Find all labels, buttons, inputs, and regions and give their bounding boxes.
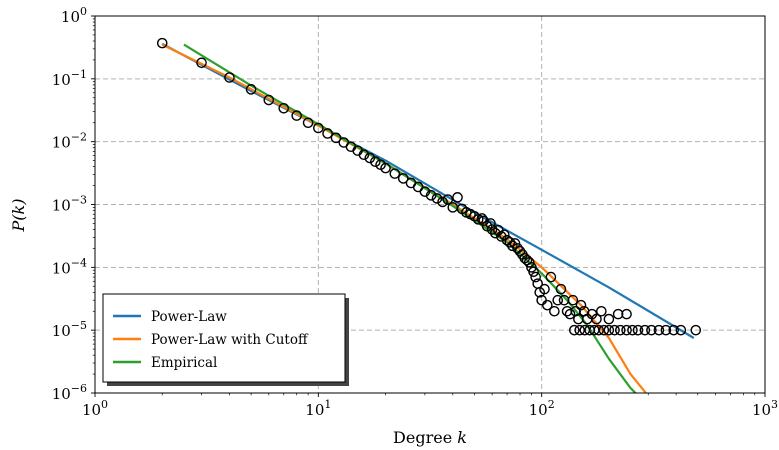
legend: Power-Law Power-Law with Cutoff Empirical [102, 293, 349, 386]
data-point [615, 324, 626, 336]
data-point [523, 257, 535, 268]
data-point [555, 283, 567, 295]
data-point [313, 122, 324, 134]
data-point [627, 324, 638, 336]
data-point [609, 324, 620, 336]
data-point [442, 194, 454, 205]
data-point [646, 324, 657, 336]
legend-label: Empirical [151, 355, 217, 371]
data-point [437, 196, 448, 208]
series-line-power-law [161, 42, 695, 339]
legend-box [102, 293, 346, 383]
data-point [542, 299, 553, 311]
data-point [224, 72, 235, 83]
data-point [278, 102, 290, 114]
data-point [291, 110, 302, 121]
data-point [621, 324, 632, 336]
x-tick-label: 101 [305, 398, 331, 419]
scatter-points [156, 37, 702, 336]
data-point [302, 117, 314, 129]
data-point [574, 324, 585, 336]
data-point [660, 324, 672, 336]
data-point [593, 324, 604, 336]
y-tick-label: 10−3 [52, 194, 87, 215]
data-point [545, 271, 557, 283]
y-tick-label: 10−4 [52, 256, 87, 277]
y-tick-label: 10−1 [52, 68, 87, 89]
x-tick-labels: 100 101 102 103 [82, 398, 778, 419]
data-point [397, 173, 409, 184]
data-point [530, 271, 541, 283]
x-tick-label: 103 [752, 398, 778, 419]
data-point [452, 192, 463, 203]
data-point [322, 128, 333, 139]
data-point [431, 193, 443, 204]
data-point [380, 162, 391, 174]
x-tick-label: 102 [529, 398, 555, 419]
data-point [504, 237, 516, 248]
data-point [476, 213, 488, 224]
data-point [612, 308, 624, 320]
data-point [598, 324, 610, 336]
data-point [485, 218, 496, 229]
data-point [370, 156, 381, 167]
data-point [539, 283, 550, 295]
data-point [690, 324, 702, 336]
data-point [425, 190, 437, 201]
data-point [389, 168, 401, 179]
data-point [156, 37, 168, 49]
data-point [575, 299, 587, 311]
data-point [564, 308, 576, 320]
data-point [263, 94, 275, 106]
legend-label: Power-Law [151, 309, 227, 325]
data-point [478, 215, 489, 227]
axis-ticks [91, 15, 766, 397]
data-point [245, 84, 257, 95]
data-point [509, 238, 521, 249]
x-tick-label: 100 [82, 398, 108, 419]
y-tick-label: 100 [61, 5, 87, 26]
data-point [569, 324, 580, 336]
y-tick-label: 10−2 [52, 131, 87, 152]
data-point [567, 294, 579, 306]
data-point [621, 308, 632, 320]
data-point [507, 240, 518, 252]
data-point [364, 152, 376, 164]
data-point [668, 324, 679, 336]
legend-label: Power-Law with Cutoff [151, 332, 309, 348]
data-point [498, 229, 510, 241]
data-point [632, 324, 644, 336]
data-point [358, 149, 370, 161]
data-point [596, 305, 607, 317]
x-axis-title: Degree k [393, 428, 467, 447]
data-point [552, 294, 564, 306]
y-tick-labels: 100 10−1 10−2 10−3 10−4 10−5 10−6 [52, 5, 87, 403]
y-tick-label: 10−5 [52, 319, 87, 340]
data-point [196, 57, 207, 69]
y-tick-label: 10−6 [52, 382, 87, 403]
data-point [653, 324, 665, 336]
data-point [603, 324, 615, 336]
data-point [496, 231, 507, 242]
data-point [639, 324, 651, 336]
y-axis-title: P(k) [9, 199, 28, 233]
data-point [549, 305, 560, 317]
data-point [603, 313, 615, 325]
data-point [486, 224, 498, 235]
data-point [419, 186, 431, 197]
data-point [330, 132, 342, 144]
data-point [528, 266, 539, 278]
data-point [591, 313, 602, 325]
data-point [675, 324, 687, 336]
